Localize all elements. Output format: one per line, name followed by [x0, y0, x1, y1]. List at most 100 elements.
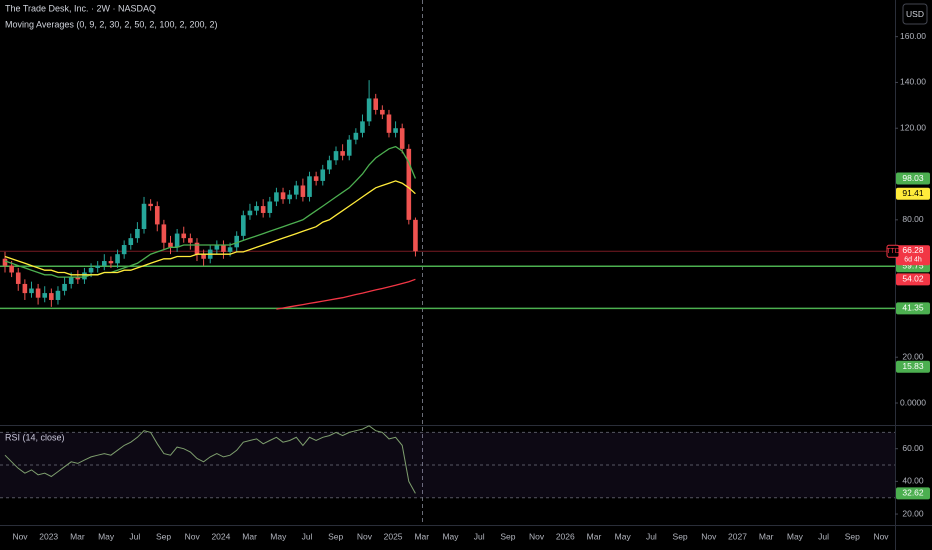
candle-body [247, 210, 253, 216]
x-tick-label: May [98, 531, 115, 541]
candle-body [313, 176, 319, 181]
candle-body [221, 245, 226, 252]
symbol-tag [886, 244, 900, 258]
price-tag [896, 187, 930, 200]
candle-body [55, 290, 61, 300]
x-tick-label: Jul [474, 531, 485, 541]
symbol-label: TTD [886, 248, 900, 255]
candle-body [181, 233, 187, 239]
candle-body [333, 151, 339, 161]
candle-body [194, 242, 200, 255]
candle-body [346, 139, 352, 156]
x-tick-label: May [270, 531, 287, 541]
candle-body [267, 201, 273, 213]
price-tag-label: 91.41 [902, 188, 924, 198]
candle-body [35, 288, 41, 298]
candle-body [201, 254, 206, 259]
candle-body [260, 206, 266, 213]
candle-body [68, 277, 74, 284]
candle-body [135, 228, 140, 239]
x-tick-label: Nov [357, 531, 373, 541]
x-tick-label: Mar [414, 531, 429, 541]
x-tick-label: Mar [587, 531, 602, 541]
rsi-legend: RSI (14, close) [5, 432, 65, 442]
x-tick-label: May [615, 531, 632, 541]
candle-body [128, 238, 134, 246]
y-tick-label: 160.00 [900, 31, 926, 41]
x-tick-label: Sep [845, 531, 860, 541]
candle-body [42, 293, 48, 298]
candle-body [241, 215, 246, 236]
currency-label[interactable]: USD [906, 9, 924, 19]
x-tick-label: Nov [873, 531, 889, 541]
candle-body [399, 128, 405, 149]
candle-body [29, 288, 34, 294]
x-tick-label: 2027 [728, 531, 747, 541]
moving-average [276, 278, 416, 310]
moving-average [4, 145, 417, 278]
candle-body [49, 293, 54, 300]
last-price-label: 66.28 [902, 245, 924, 255]
price-tag-label: 32.62 [902, 488, 924, 498]
candle-body [307, 176, 312, 197]
indicator-legend: Moving Averages (0, 9, 2, 30, 2, 50, 2, … [5, 19, 217, 29]
y-tick-label: 0.0000 [900, 397, 926, 407]
candle-body [188, 238, 193, 243]
candle-body [274, 192, 279, 202]
candle-body [406, 148, 412, 220]
x-tick-label: Sep [328, 531, 343, 541]
x-tick-label: Jul [646, 531, 657, 541]
x-tick-label: Jul [818, 531, 829, 541]
candle-body [121, 245, 127, 255]
x-tick-label: Nov [701, 531, 717, 541]
x-tick-label: 2025 [384, 531, 403, 541]
candle-body [15, 272, 21, 284]
candle-body [82, 272, 87, 280]
price-tag [896, 360, 930, 373]
x-tick-label: May [787, 531, 804, 541]
price-tag-label: 41.35 [902, 303, 924, 313]
x-tick-label: Mar [242, 531, 257, 541]
candle-body [300, 185, 306, 197]
x-tick-label: Mar [759, 531, 774, 541]
candle-body [88, 267, 94, 273]
price-tag-label: 15.83 [902, 361, 924, 371]
price-tag [896, 172, 930, 185]
y-tick-label: 80.00 [902, 214, 924, 224]
currency-button[interactable] [902, 3, 928, 25]
candle-body [254, 206, 259, 211]
y-tick-label: 120.00 [900, 122, 926, 132]
candle-body [148, 203, 153, 207]
x-tick-label: Sep [673, 531, 688, 541]
candle-body [327, 160, 332, 170]
rsi-tick-label: 60.00 [902, 443, 924, 453]
x-tick-label: 2023 [39, 531, 58, 541]
candle-body [287, 194, 292, 200]
x-tick-label: 2024 [211, 531, 230, 541]
x-tick-label: Jul [302, 531, 313, 541]
y-tick-label: 20.00 [902, 351, 924, 361]
candle-body [174, 233, 180, 248]
price-tag-label: 54.02 [902, 274, 924, 284]
candle-body [280, 192, 286, 200]
candle-body [353, 132, 359, 140]
candle-body [227, 247, 233, 252]
candle-body [360, 121, 365, 133]
candle-body [214, 245, 220, 250]
candle-body [293, 185, 299, 195]
x-tick-label: Sep [156, 531, 171, 541]
candle-body [386, 114, 392, 133]
last-price-tag [896, 245, 930, 266]
candle-body [380, 109, 385, 115]
candle-body [161, 224, 167, 243]
chart-title: The Trade Desk, Inc. · 2W · NASDAQ [5, 3, 156, 13]
candle-body [413, 219, 418, 252]
candle-body [115, 254, 120, 264]
x-tick-label: 2026 [556, 531, 575, 541]
x-tick-label: Jul [129, 531, 140, 541]
candle-body [9, 265, 14, 273]
price-tag [896, 273, 930, 286]
rsi-tick-label: 40.00 [902, 476, 924, 486]
